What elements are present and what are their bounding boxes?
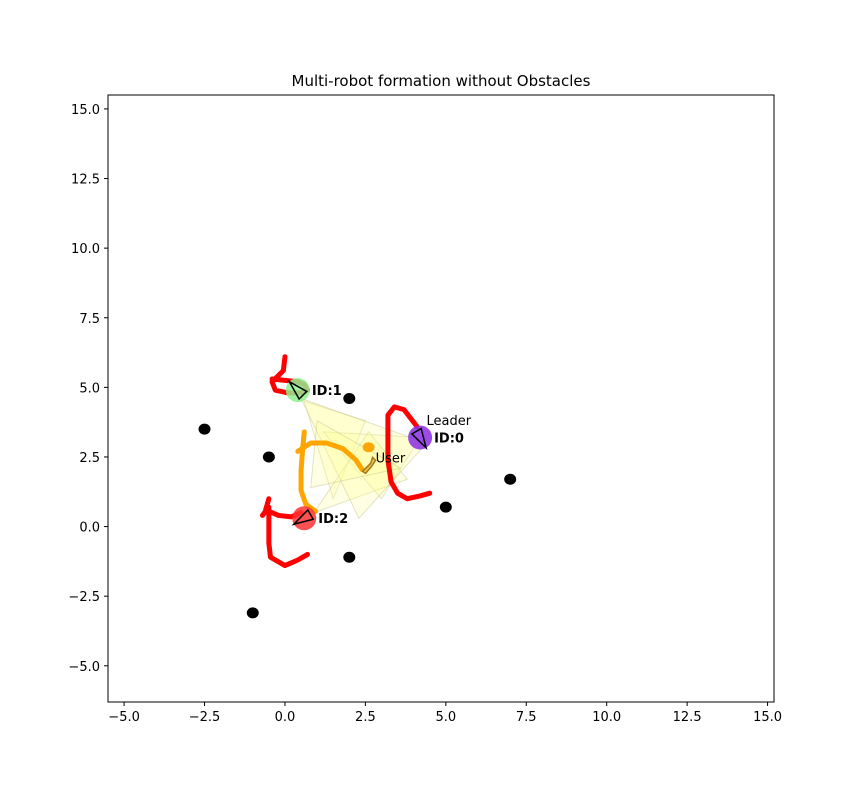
y-tick-label: 0.0 [79, 521, 100, 536]
x-tick-label: 12.5 [673, 710, 702, 725]
x-tick-label: 15.0 [753, 710, 782, 725]
robot-2-label: ID:2 [318, 512, 348, 527]
plot-area: ID:0 ID:1 ID:2 User Leader [198, 354, 517, 619]
landmark-point [343, 393, 356, 404]
y-tick-label: 7.5 [79, 312, 100, 327]
y-tick-label: 5.0 [79, 381, 100, 396]
robot-1-label: ID:1 [312, 384, 342, 399]
landmark-point [343, 551, 356, 563]
robot-2-heading [291, 508, 315, 526]
x-tick-label: 10.0 [592, 710, 621, 725]
user-marker [361, 455, 377, 475]
y-tick-label: −2.5 [68, 590, 100, 605]
user-trail-branch [295, 440, 365, 473]
robot-1-body [285, 378, 310, 403]
y-axis: −5.0 −2.5 0.0 2.5 5.0 7.5 10.0 12.5 15.0 [68, 103, 108, 675]
y-tick-label: 15.0 [71, 103, 100, 118]
leader-label: Leader [427, 414, 472, 429]
robot-layer [285, 378, 433, 531]
x-tick-label: 0.0 [275, 710, 296, 725]
label-layer: ID:0 ID:1 ID:2 User Leader [312, 384, 472, 527]
user-label: User [376, 451, 406, 466]
landmark-point [439, 501, 452, 513]
x-tick-label: 7.5 [516, 710, 537, 725]
x-tick-label: 2.5 [355, 710, 376, 725]
y-tick-label: 10.0 [71, 242, 100, 257]
chart-title: Multi-robot formation without Obstacles [292, 72, 591, 90]
x-tick-label: 5.0 [435, 710, 456, 725]
user-trail-dot [362, 442, 375, 453]
landmark-point [504, 473, 517, 485]
landmark-point [246, 607, 259, 619]
x-axis: −5.0 −2.5 0.0 2.5 5.0 7.5 10.0 12.5 15.0 [108, 702, 782, 725]
landmark-point [198, 423, 211, 435]
axes-frame [107, 94, 775, 703]
y-tick-label: 2.5 [79, 451, 100, 466]
robot-2-body [292, 506, 317, 531]
robot-0-label: ID:0 [434, 431, 464, 446]
y-tick-label: 12.5 [71, 173, 100, 188]
robot-0-heading [410, 427, 428, 451]
y-tick-label: −5.0 [68, 660, 100, 675]
robot-0-body [408, 425, 433, 450]
landmark-layer [198, 393, 517, 619]
robot-1-heading [287, 379, 308, 401]
robot-trail-0 [385, 404, 433, 502]
landmark-point [262, 451, 275, 463]
x-tick-label: −2.5 [189, 710, 221, 725]
fov-cone [310, 419, 403, 489]
x-tick-label: −5.0 [108, 710, 140, 725]
